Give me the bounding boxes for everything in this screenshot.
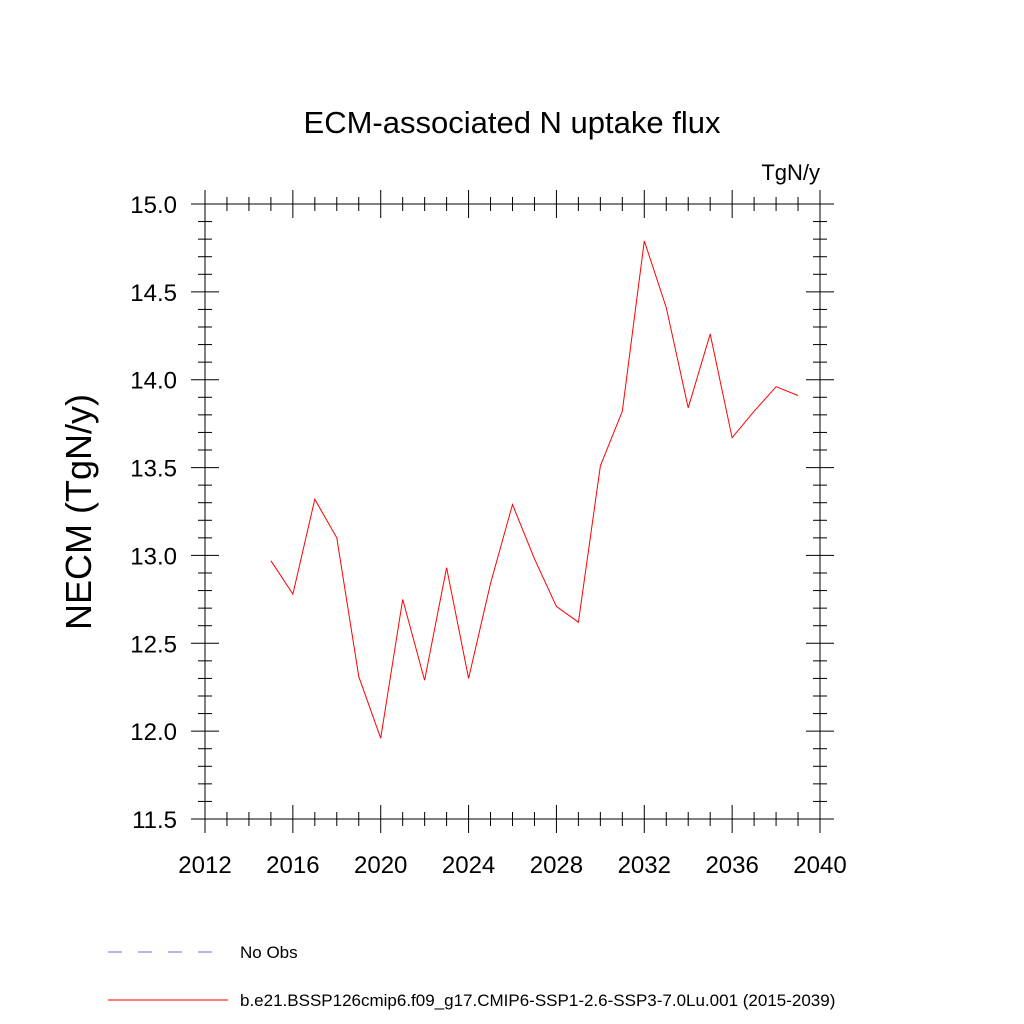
y-tick-label: 14.5 (130, 280, 177, 307)
units-label: TgN/y (761, 160, 820, 185)
y-tick-label: 13.0 (130, 543, 177, 570)
x-tick-label: 2040 (793, 852, 846, 879)
y-tick-label: 14.0 (130, 368, 177, 395)
y-tick-labels: 11.5 12.0 12.5 13.0 13.5 14.0 14.5 15.0 (130, 192, 177, 834)
x-tick-label: 2016 (266, 852, 319, 879)
legend-label-model-run: b.e21.BSSP126cmip6.f09_g17.CMIP6-SSP1-2.… (240, 991, 835, 1010)
y-tick-label: 13.5 (130, 456, 177, 483)
chart-title: ECM-associated N uptake flux (304, 105, 721, 140)
x-tick-labels: 2012 2016 2020 2024 2028 2032 2036 2040 (178, 852, 846, 879)
y-tick-label: 12.5 (130, 631, 177, 658)
y-tick-label: 11.5 (132, 807, 177, 834)
y-tick-label: 12.0 (130, 719, 177, 746)
major-ticks (191, 190, 834, 833)
x-tick-label: 2036 (705, 852, 758, 879)
series-line-0 (270, 240, 799, 739)
plot-frame (204, 203, 821, 820)
x-tick-label: 2020 (354, 852, 407, 879)
y-axis-label: NECM (TgN/y) (58, 394, 99, 630)
minor-ticks (198, 197, 827, 826)
x-tick-label: 2032 (618, 852, 671, 879)
x-tick-label: 2024 (442, 852, 495, 879)
x-tick-label: 2028 (530, 852, 583, 879)
series-lines (270, 240, 799, 739)
x-tick-label: 2012 (178, 852, 231, 879)
y-tick-label: 15.0 (130, 192, 177, 219)
legend-label-no-obs: No Obs (240, 943, 298, 962)
